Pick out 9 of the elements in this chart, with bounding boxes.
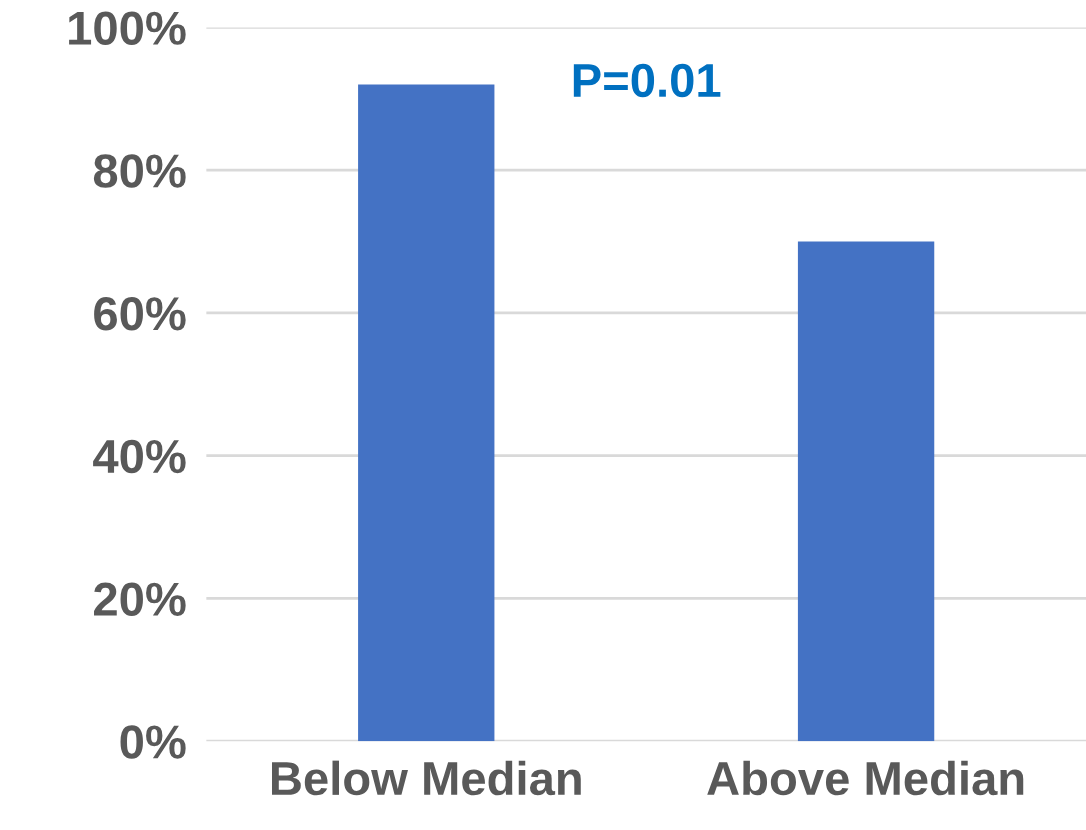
annotation: P=0.01 — [573, 63, 721, 98]
y-tick-label: 60% — [94, 297, 186, 331]
y-tick-label: 40% — [93, 439, 186, 474]
y-tick-label: 20% — [94, 582, 186, 617]
y-tick-label: 80% — [93, 154, 186, 188]
y-tick-label: 100% — [69, 11, 186, 45]
y-tick-label: 0% — [120, 725, 186, 759]
x-tick-label: Above Median — [707, 760, 1024, 796]
x-tick-label: Below Median — [272, 760, 581, 796]
